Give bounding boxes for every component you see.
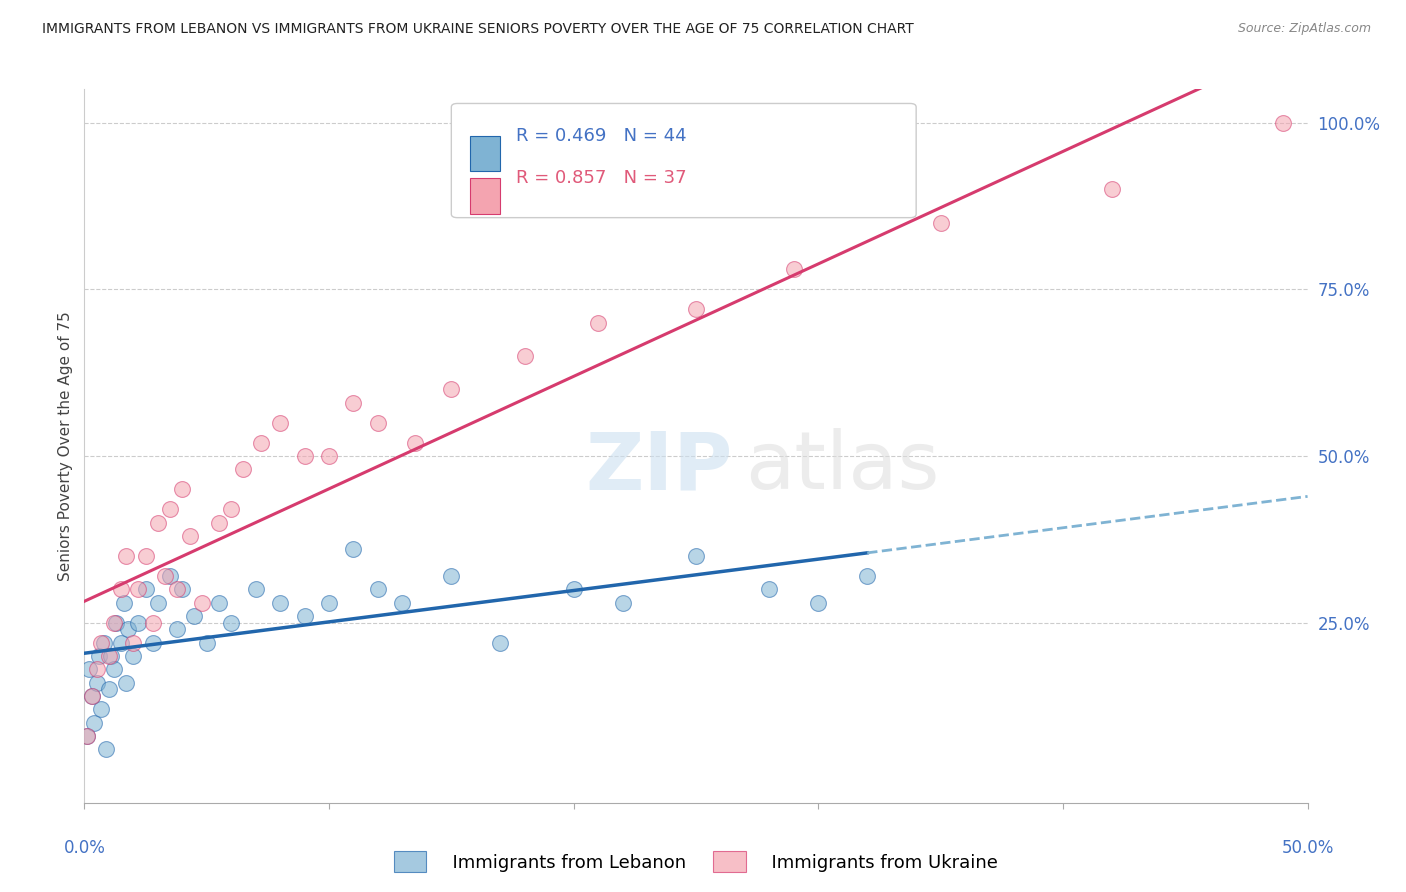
Point (117, 623, 139, 637)
Point (80, 689, 103, 703)
Text: R = 0.469   N = 44: R = 0.469 N = 44 (516, 127, 686, 145)
Point (159, 502, 181, 516)
Point (404, 435, 426, 450)
Point (219, 502, 242, 516)
Point (562, 582, 585, 597)
Point (513, 349, 536, 363)
Point (195, 636, 218, 650)
Point (166, 623, 188, 637)
Point (191, 596, 214, 610)
Point (146, 516, 169, 530)
Point (87, 649, 110, 664)
Point (166, 582, 188, 597)
Point (80, 689, 103, 703)
Point (127, 582, 149, 597)
Point (249, 435, 271, 450)
Point (153, 569, 176, 583)
FancyBboxPatch shape (470, 178, 501, 214)
Point (122, 636, 145, 650)
Point (90, 636, 112, 650)
Point (208, 516, 231, 530)
Point (93, 636, 115, 650)
Point (685, 302, 707, 317)
Point (440, 569, 463, 583)
Point (103, 615, 125, 630)
Point (146, 596, 169, 610)
Point (97, 682, 120, 697)
Text: 0.0%: 0.0% (63, 839, 105, 857)
Point (90, 702, 112, 716)
Point (367, 582, 389, 597)
Point (294, 449, 316, 463)
Point (115, 675, 138, 690)
Point (135, 549, 157, 563)
Point (367, 416, 389, 430)
Point (245, 582, 267, 597)
Point (612, 596, 634, 610)
Text: IMMIGRANTS FROM LEBANON VS IMMIGRANTS FROM UKRAINE SENIORS POVERTY OVER THE AGE : IMMIGRANTS FROM LEBANON VS IMMIGRANTS FR… (42, 22, 914, 37)
Point (232, 462, 254, 476)
Point (269, 596, 291, 610)
Legend:   Immigrants from Lebanon,   Immigrants from Ukraine: Immigrants from Lebanon, Immigrants from… (387, 844, 1005, 880)
Point (115, 549, 138, 563)
Point (183, 609, 205, 624)
Point (219, 615, 242, 630)
Point (758, 582, 780, 597)
Point (96, 742, 118, 756)
Point (172, 582, 194, 597)
Point (342, 542, 364, 557)
Point (586, 316, 609, 330)
Point (122, 649, 145, 664)
Point (294, 609, 316, 624)
Point (110, 636, 132, 650)
Point (929, 216, 952, 230)
Point (103, 662, 125, 676)
Point (391, 596, 413, 610)
Point (807, 596, 830, 610)
Point (77, 662, 100, 676)
Point (105, 615, 128, 630)
Point (269, 416, 291, 430)
Point (783, 262, 806, 277)
Point (76, 729, 98, 743)
Point (1101, 182, 1123, 196)
Point (685, 549, 707, 563)
Point (76, 729, 98, 743)
Point (86, 675, 108, 690)
Point (179, 529, 201, 543)
Text: 50.0%: 50.0% (1281, 839, 1334, 857)
Point (127, 615, 149, 630)
Point (440, 382, 463, 396)
Point (83, 715, 105, 730)
Point (489, 636, 512, 650)
Point (97, 649, 120, 664)
Point (159, 569, 181, 583)
Point (318, 449, 340, 463)
Point (100, 649, 122, 664)
Text: R = 0.857   N = 37: R = 0.857 N = 37 (516, 169, 686, 187)
FancyBboxPatch shape (470, 136, 501, 171)
Point (110, 582, 132, 597)
Point (342, 395, 364, 409)
Point (135, 582, 157, 597)
Point (856, 569, 879, 583)
Point (112, 596, 135, 610)
Point (142, 615, 165, 630)
Point (1272, 115, 1295, 129)
Text: Source: ZipAtlas.com: Source: ZipAtlas.com (1237, 22, 1371, 36)
Text: ZIP: ZIP (586, 428, 733, 507)
Point (318, 596, 340, 610)
Text: atlas: atlas (745, 428, 941, 507)
Point (142, 636, 165, 650)
Point (208, 596, 231, 610)
Point (172, 483, 194, 497)
Point (86, 662, 108, 676)
FancyBboxPatch shape (451, 103, 917, 218)
Y-axis label: Seniors Poverty Over the Age of 75: Seniors Poverty Over the Age of 75 (58, 311, 73, 581)
